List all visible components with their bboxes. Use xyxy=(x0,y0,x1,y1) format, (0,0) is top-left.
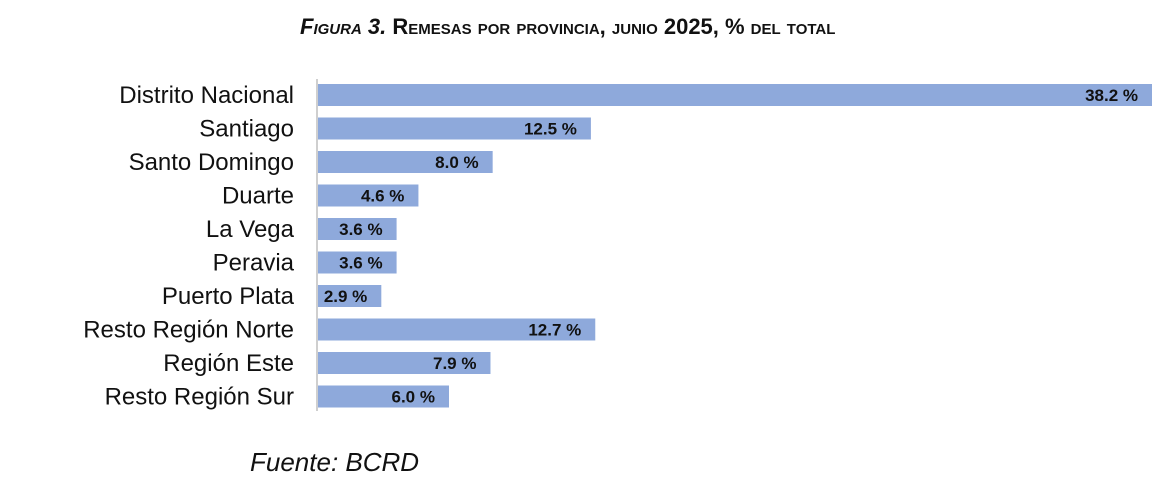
data-label: 2.9 % xyxy=(324,287,367,306)
data-label: 12.7 % xyxy=(528,321,581,340)
category-label: Santiago xyxy=(199,116,294,143)
bar xyxy=(318,251,397,274)
bar xyxy=(318,84,1152,106)
data-label: 4.6 % xyxy=(361,187,404,206)
category-label: Resto Región Norte xyxy=(83,317,294,344)
bar xyxy=(318,184,419,207)
source-note: Fuente: BCRD xyxy=(250,447,420,477)
bar xyxy=(318,318,596,341)
category-label: Región Este xyxy=(163,350,294,377)
data-label: 7.9 % xyxy=(433,354,476,373)
category-label: Puerto Plata xyxy=(162,283,295,310)
data-label: 6.0 % xyxy=(392,388,435,407)
data-label: 3.6 % xyxy=(339,220,382,239)
data-label: 3.6 % xyxy=(339,254,382,273)
data-label: 38.2 % xyxy=(1085,86,1138,105)
category-label: Santo Domingo xyxy=(129,149,294,176)
bar xyxy=(318,117,591,140)
bar-chart: Distrito Nacional 38.2 % Santiago 12.5 % San… xyxy=(83,79,1152,411)
category-label: La Vega xyxy=(206,216,295,243)
data-label: 8.0 % xyxy=(435,153,478,172)
category-label: Peravia xyxy=(213,250,295,277)
bar xyxy=(318,352,491,374)
bar xyxy=(318,218,397,240)
category-label: Distrito Nacional xyxy=(119,82,294,109)
bar xyxy=(318,285,382,307)
figure-label: Figura 3. xyxy=(300,14,387,39)
figure-title-text: Remesas por provincia, junio 2025, % del… xyxy=(392,14,836,39)
bar xyxy=(318,385,449,408)
bars-group: Distrito Nacional 38.2 % Santiago 12.5 % San… xyxy=(83,82,1152,411)
data-label: 12.5 % xyxy=(524,120,577,139)
bar xyxy=(318,151,493,173)
category-label: Resto Región Sur xyxy=(105,384,294,411)
chart-title: Figura 3. Remesas por provincia, junio 2… xyxy=(300,14,1100,40)
category-label: Duarte xyxy=(222,183,294,210)
